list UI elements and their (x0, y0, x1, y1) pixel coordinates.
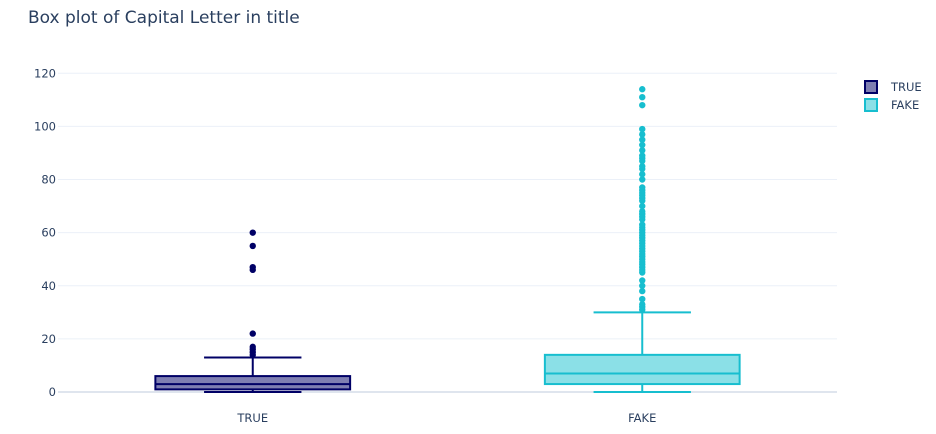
outlier-point (639, 93, 646, 101)
legend[interactable]: TRUE FAKE (864, 80, 922, 112)
y-tick-label: 100 (34, 119, 56, 133)
y-tick-label: 60 (41, 226, 56, 240)
outlier-point (249, 330, 256, 337)
outlier-point (639, 131, 646, 138)
legend-item-fake[interactable]: FAKE (864, 98, 919, 112)
outlier-point (249, 343, 256, 351)
x-tick-label: TRUE (236, 411, 268, 425)
outlier-point (639, 125, 646, 133)
outlier-point (639, 147, 646, 154)
outlier-point (639, 176, 646, 183)
box-trace-fake (543, 86, 741, 394)
outlier-point (639, 152, 646, 159)
legend-label: TRUE (890, 80, 922, 94)
grid-lines (58, 72, 837, 394)
legend-label: FAKE (891, 98, 919, 112)
y-tick-label: 20 (41, 332, 56, 346)
chart-title: Box plot of Capital Letter in title (28, 8, 300, 28)
outlier-point (249, 242, 256, 250)
outlier-point (639, 221, 646, 228)
outlier-point (639, 136, 646, 143)
outlier-point (639, 86, 646, 93)
outlier-point (639, 202, 646, 210)
outlier-point (639, 277, 646, 284)
outlier-point (639, 282, 646, 289)
legend-item-true[interactable]: TRUE (864, 80, 922, 94)
outlier-point (639, 287, 646, 295)
outlier-point (249, 229, 256, 236)
outlier-point (639, 295, 646, 303)
outlier-point (639, 208, 646, 215)
box-iqr (543, 353, 741, 386)
outlier-point (639, 101, 646, 109)
y-tick-label: 0 (49, 385, 56, 399)
y-tick-label: 120 (34, 66, 56, 80)
outlier-point (639, 163, 646, 170)
x-tick-label: FAKE (628, 411, 656, 425)
outlier-point (249, 263, 256, 271)
outlier-point (639, 141, 646, 149)
y-tick-label: 40 (41, 279, 56, 293)
x-axis-ticks: TRUE FAKE (236, 411, 656, 425)
box-trace-true (154, 229, 352, 394)
outlier-point (639, 301, 646, 308)
y-axis-ticks: 0 20 40 60 80 100 120 (34, 66, 56, 399)
outlier-point (639, 184, 646, 191)
box-traces (154, 86, 741, 394)
y-tick-label: 80 (41, 173, 56, 187)
legend-swatch (864, 80, 878, 94)
outlier-point (639, 171, 646, 178)
box-iqr (154, 375, 352, 391)
legend-swatch (864, 98, 878, 112)
